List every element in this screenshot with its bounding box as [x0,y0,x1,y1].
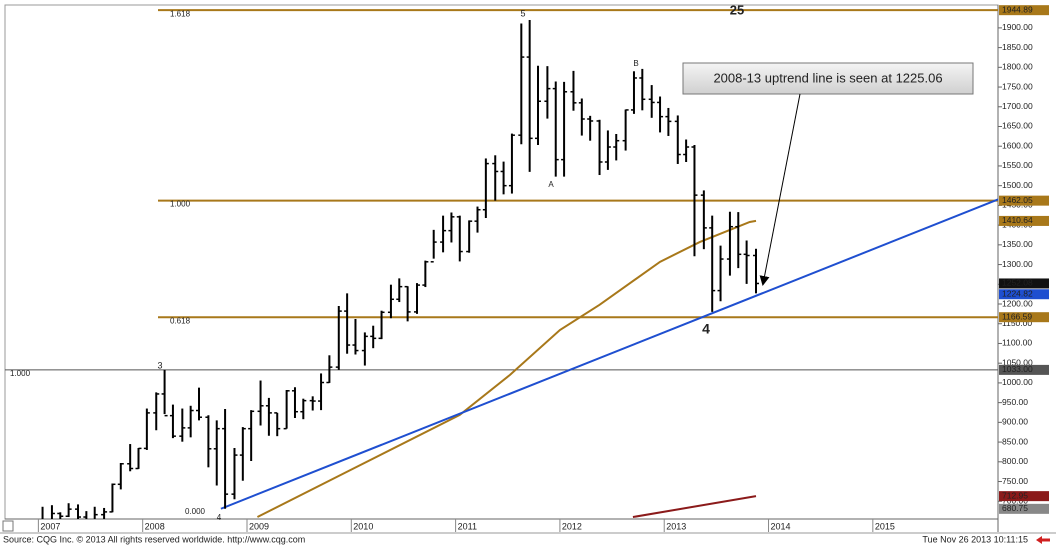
price-tag [999,312,1049,323]
y-tick-label: 850.00 [1002,436,1028,446]
y-tick-label: 900.00 [1002,417,1028,427]
x-tick-label: 2014 [771,521,791,531]
timestamp: Tue Nov 26 2013 10:11:15 [922,534,1028,544]
y-tick-label: 1600.00 [1002,140,1033,150]
y-tick-label: 1000.00 [1002,377,1033,387]
y-tick-label: 800.00 [1002,456,1028,466]
price-tag-label: 1944.89 [1002,4,1033,14]
price-tag [999,364,1049,375]
price-tag-label: 712.95 [1002,490,1028,500]
indicator-line [220,198,998,510]
y-tick-label: 1200.00 [1002,298,1033,308]
y-tick-label: 1500.00 [1002,180,1033,190]
y-tick-label: 1900.00 [1002,22,1033,32]
x-tick-label: 2007 [40,521,60,531]
level-ratio: 1.000 [10,369,31,378]
y-tick-label: 1050.00 [1002,357,1033,367]
price-tag-label: 1252.08 [1002,278,1033,288]
x-tick-label: 2011 [458,521,477,531]
y-tick-label: 750.00 [1002,476,1028,486]
x-tick-label: 2015 [875,521,895,531]
price-tag [999,215,1049,226]
level-ratio: 0.618 [170,316,191,325]
wave-label: A [548,180,554,189]
y-tick-label: 1700.00 [1002,101,1033,111]
x-tick-label: 2012 [562,521,582,531]
x-tick-label: 2008 [145,521,165,531]
y-tick-label: 1850.00 [1002,42,1033,52]
price-tag [999,195,1049,206]
scroll-arrow[interactable] [1036,536,1050,544]
wave-label: 4 [702,321,710,337]
level-ratio: 1.000 [170,200,191,209]
price-tag-label: 680.75 [1002,503,1028,513]
wave-label: 5 [520,8,525,18]
indicator-line [632,495,757,519]
price-tag [999,503,1049,514]
callout-box [682,62,974,95]
y-tick-label: 1650.00 [1002,121,1033,131]
callout-text: 2008-13 uptrend line is seen at 1225.06 [713,70,942,85]
wave-label: 3 [157,360,162,370]
y-tick-label: 1800.00 [1002,62,1033,72]
price-tag [999,278,1049,289]
price-tag-label: 1224.82 [1002,288,1033,298]
corner-box [2,520,14,532]
price-tag-label: 1462.05 [1002,195,1033,205]
y-tick-label: 1350.00 [1002,239,1033,249]
y-tick-label: 1150.00 [1002,318,1032,328]
price-tag-label: 1166.59 [1002,311,1032,321]
source: Source: CQG Inc. © 2013 All rights reser… [3,534,305,544]
price-tag [999,289,1049,300]
wave-label: 0.000 [185,507,206,516]
indicator-line [256,219,757,518]
price-tag [999,5,1049,16]
price-tag [999,491,1049,502]
x-tick-label: 2009 [249,521,269,531]
wave-label: 4 [217,513,222,522]
plot-area [5,9,998,519]
price-tag-label: 1033.00 [1002,364,1033,374]
callout-arrow [759,93,801,286]
wave-label: 25 [730,2,744,17]
y-tick-label: 950.00 [1002,397,1028,407]
y-tick-label: 1550.00 [1002,160,1033,170]
y-tick-label: 1750.00 [1002,81,1033,91]
x-tick-label: 2010 [353,521,373,531]
price-tag-label: 1410.64 [1002,215,1033,225]
y-tick-label: 1100.00 [1002,338,1032,348]
y-tick-label: 1300.00 [1002,259,1033,269]
x-tick-label: 2013 [666,521,686,531]
level-ratio: 1.618 [170,9,191,18]
wave-label: B [633,59,638,68]
